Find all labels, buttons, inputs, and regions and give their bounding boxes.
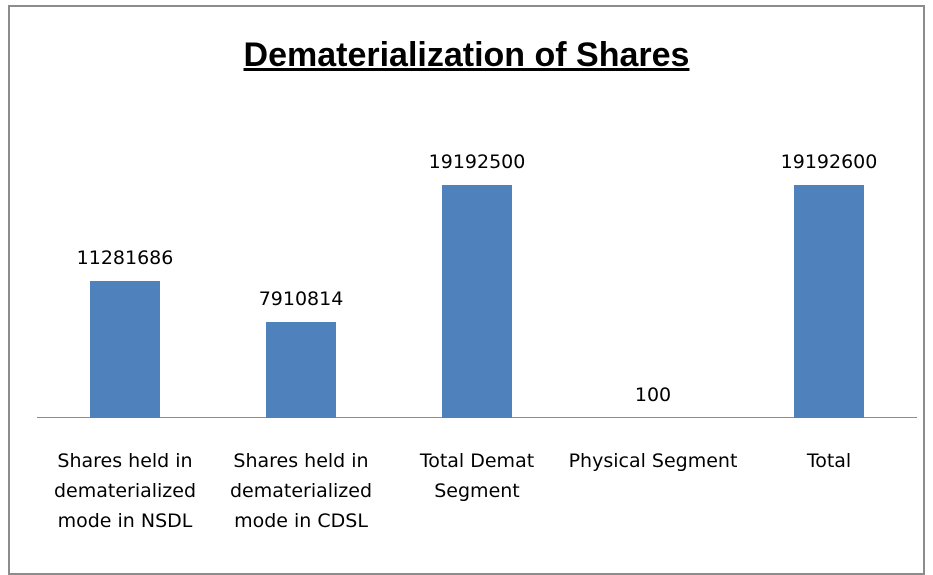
bar [794, 185, 864, 418]
data-label: 11281686 [76, 247, 174, 270]
x-tick-label: Total Demat Segment [419, 450, 535, 502]
data-label: 19192500 [428, 151, 526, 174]
bar [442, 185, 512, 418]
x-tick-label: Shares held in dematerialized mode in CD… [229, 450, 373, 532]
bar [266, 322, 336, 418]
data-label: 7910814 [258, 288, 344, 311]
x-tick-label: Shares held in dematerialized mode in NS… [53, 450, 197, 532]
x-tick-label: Total [806, 450, 852, 472]
chart-title: Dematerialization of Shares [243, 36, 690, 74]
data-label: 19192600 [780, 151, 878, 174]
x-tick-label: Physical Segment [568, 450, 738, 472]
data-label: 100 [634, 383, 672, 406]
bar [90, 281, 160, 418]
